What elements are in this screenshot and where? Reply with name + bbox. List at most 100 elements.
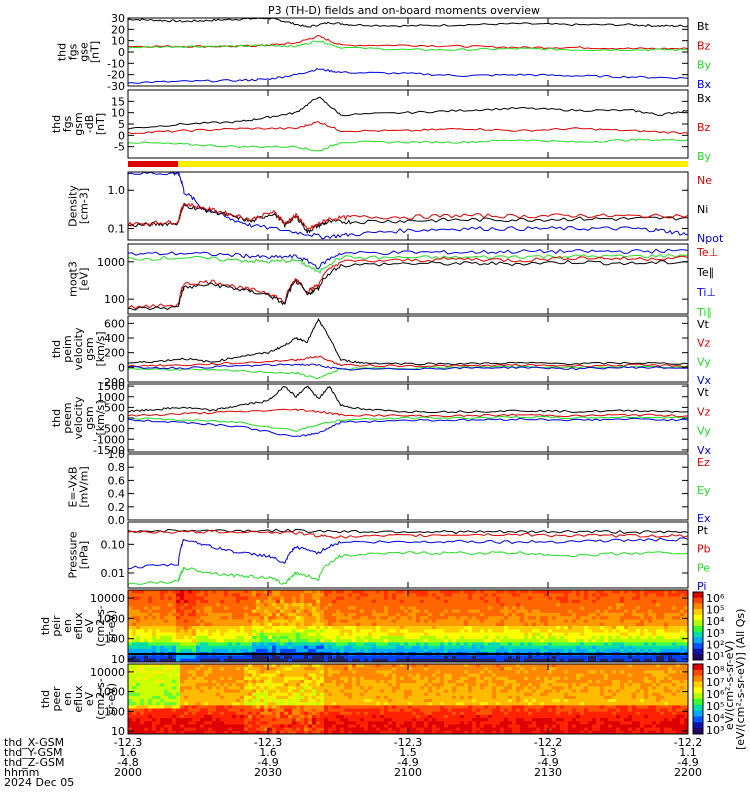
spectrogram-cell: [128, 635, 133, 640]
spectrogram-cell: [228, 642, 233, 647]
spectrogram-cell: [676, 639, 681, 643]
spectrogram-cell: [168, 609, 173, 614]
spectrogram-cell: [368, 655, 373, 660]
spectrogram-cell: [548, 590, 553, 594]
spectrogram-cell: [344, 619, 349, 624]
spectrogram-cell: [684, 686, 689, 690]
spectrogram-cell: [212, 590, 217, 594]
spectrogram-cell: [184, 632, 189, 637]
spectrogram-cell: [288, 686, 293, 690]
spectrogram-cell: [504, 667, 509, 671]
spectrogram-cell: [676, 626, 681, 630]
spectrogram-cell: [176, 599, 181, 604]
spectrogram-cell: [300, 635, 305, 640]
spectrogram-cell: [448, 692, 453, 697]
spectrogram-cell: [680, 599, 685, 604]
spectrogram-cell: [560, 683, 565, 687]
spectrogram-cell: [332, 590, 337, 594]
spectrogram-cell: [548, 648, 553, 653]
spectrogram-cell: [308, 683, 313, 687]
spectrogram-cell: [156, 689, 161, 694]
spectrogram-cell: [568, 670, 573, 674]
spectrogram-cell: [524, 629, 529, 633]
spectrogram-cell: [628, 635, 633, 640]
spectrogram-cell: [156, 590, 161, 594]
spectrogram-cell: [208, 635, 213, 640]
spectrogram-cell: [500, 639, 505, 643]
spectrogram-cell: [408, 679, 413, 684]
spectrogram-cell: [632, 606, 637, 611]
spectrogram-cell: [236, 632, 241, 637]
spectrogram-cell: [440, 673, 445, 678]
spectrogram-cell: [176, 655, 181, 660]
spectrogram-cell: [500, 648, 505, 653]
spectrogram-cell: [316, 655, 321, 660]
spectrogram-cell: [680, 590, 685, 594]
spectrogram-cell: [540, 683, 545, 687]
spectrogram-cell: [208, 648, 213, 653]
spectrogram-cell: [476, 692, 481, 697]
spectrogram-cell: [632, 609, 637, 614]
spectrogram-cell: [396, 655, 401, 660]
spectrogram-cell: [584, 667, 589, 671]
spectrogram-cell: [660, 593, 665, 597]
spectrogram-cell: [272, 619, 277, 624]
spectrogram-cell: [308, 673, 313, 678]
spectrogram-cell: [424, 648, 429, 653]
spectrogram-cell: [440, 635, 445, 640]
spectrogram-cell: [228, 632, 233, 637]
spectrogram-cell: [408, 599, 413, 604]
spectrogram-cell: [200, 596, 205, 601]
spectrogram-cell: [496, 655, 501, 660]
spectrogram-cell: [280, 645, 285, 650]
spectrogram-cell: [540, 626, 545, 630]
spectrogram-cell: [304, 642, 309, 647]
spectrogram-cell: [148, 593, 153, 597]
spectrogram-cell: [268, 692, 273, 697]
spectrogram-cell: [356, 612, 361, 617]
spectrogram-cell: [216, 606, 221, 611]
spectrogram-cell: [312, 590, 317, 594]
spectrogram-cell: [164, 658, 169, 663]
spectrogram-cell: [572, 658, 577, 663]
spectrogram-cell: [380, 645, 385, 650]
spectrogram-cell: [264, 622, 269, 627]
spectrogram-cell: [392, 593, 397, 597]
spectrogram-cell: [204, 596, 209, 601]
spectrogram-cell: [520, 599, 525, 604]
spectrogram-cell: [508, 632, 513, 637]
spectrogram-cell: [424, 699, 429, 703]
spectrogram-cell: [548, 616, 553, 620]
spectrogram-cell: [276, 689, 281, 694]
spectrogram-cell: [256, 695, 261, 700]
spectrogram-cell: [532, 648, 537, 653]
spectrogram-cell: [432, 655, 437, 660]
spectrogram-cell: [532, 692, 537, 697]
spectrogram-cell: [416, 629, 421, 633]
spectrogram-cell: [200, 622, 205, 627]
spectrogram-cell: [188, 606, 193, 611]
spectrogram-cell: [424, 658, 429, 663]
spectrogram-cell: [256, 622, 261, 627]
spectrogram-cell: [672, 612, 677, 617]
spectrogram-cell: [464, 670, 469, 674]
spectrogram-cell: [576, 642, 581, 647]
spectrogram-cell: [172, 648, 177, 653]
spectrogram-cell: [304, 699, 309, 703]
spectrogram-cell: [396, 695, 401, 700]
spectrogram-cell: [128, 612, 133, 617]
spectrogram-cell: [520, 645, 525, 650]
spectrogram-cell: [632, 679, 637, 684]
spectrogram-cell: [248, 673, 253, 678]
spectrogram-cell: [232, 673, 237, 678]
spectrogram-cell: [532, 645, 537, 650]
spectrogram-cell: [140, 673, 145, 678]
spectrogram-cell: [476, 645, 481, 650]
spectrogram-cell: [528, 619, 533, 624]
spectrogram-cell: [684, 635, 689, 640]
spectrogram-cell: [416, 695, 421, 700]
spectrogram-cell: [632, 645, 637, 650]
spectrogram-cell: [164, 635, 169, 640]
spectrogram-cell: [500, 658, 505, 663]
spectrogram-cell: [280, 599, 285, 604]
